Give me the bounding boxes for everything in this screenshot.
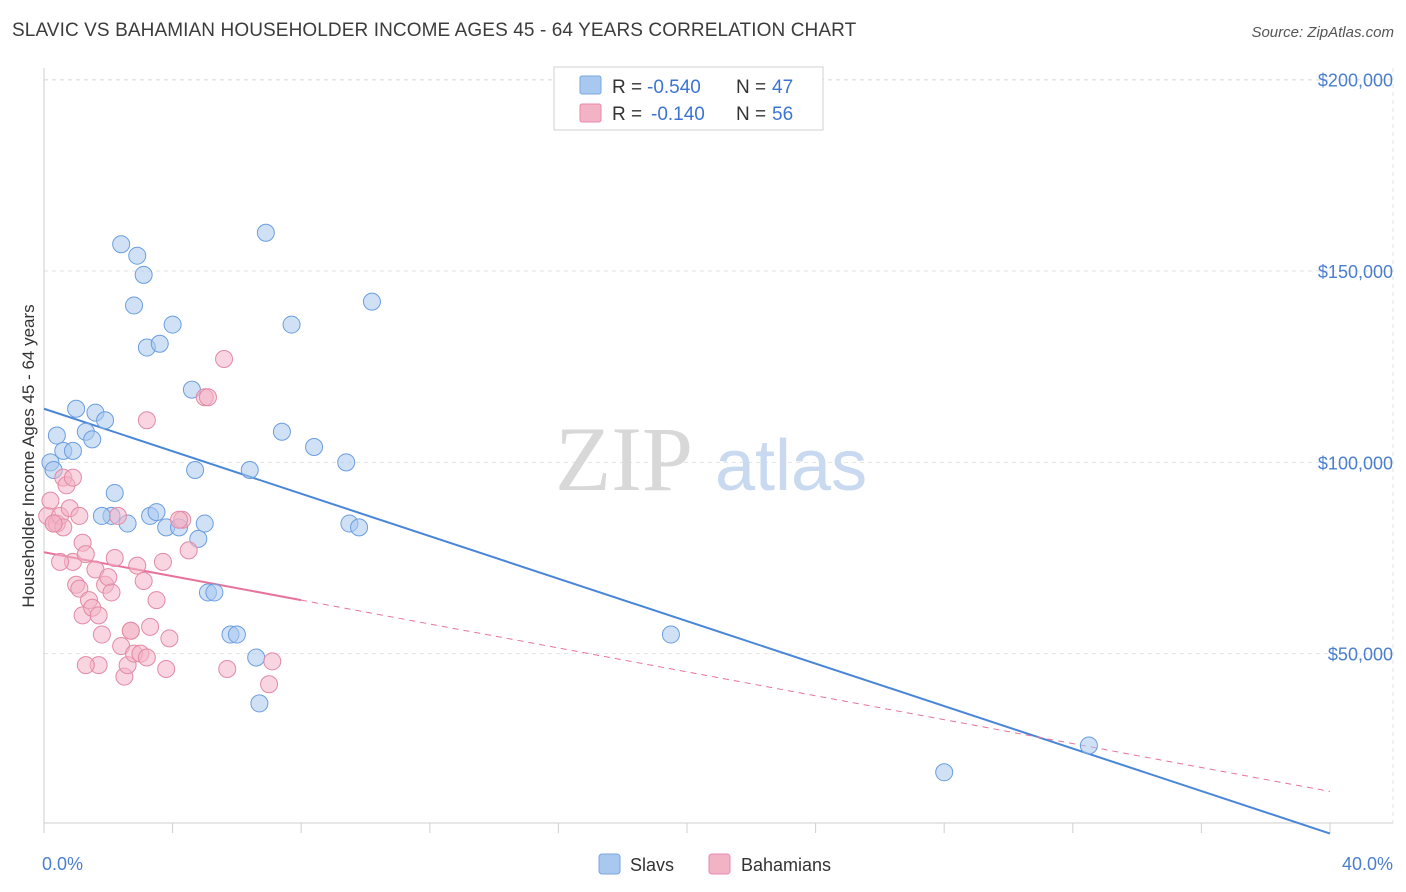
point-slavs [282, 315, 301, 334]
bottom-legend-swatch-bahamians [708, 853, 731, 875]
point-slavs [1079, 736, 1098, 755]
point-slavs [128, 246, 147, 265]
point-bahamians [99, 568, 118, 587]
legend-swatch-bahamians [579, 103, 602, 123]
point-bahamians [63, 468, 82, 487]
point-bahamians [51, 552, 70, 571]
y-axis-title: Householder Income Ages 45 - 64 years [19, 304, 38, 607]
point-slavs [63, 441, 82, 460]
point-slavs [163, 315, 182, 334]
bottom-legend-swatch-slavs [598, 853, 621, 875]
point-bahamians [105, 549, 124, 567]
point-bahamians [134, 571, 153, 590]
legend-r-value-2: -0.140 [651, 104, 705, 125]
legend-r-label-1: R = [612, 77, 642, 98]
point-bahamians [218, 659, 237, 678]
point-slavs [350, 518, 369, 537]
point-bahamians [102, 583, 121, 602]
legend-r-value-1: -0.540 [647, 77, 701, 98]
point-slavs [661, 625, 680, 644]
point-slavs [96, 411, 115, 430]
point-bahamians [153, 552, 172, 571]
point-bahamians [137, 648, 156, 667]
y-tick-label: $50,000 [1328, 645, 1393, 665]
legend-n-label-2: N = [736, 104, 766, 125]
point-slavs [147, 503, 166, 522]
y-tick-label: $100,000 [1318, 453, 1393, 473]
legend-r-label-2: R = [612, 104, 642, 125]
data-points [38, 223, 1098, 782]
point-slavs [362, 292, 381, 311]
point-slavs [240, 460, 259, 479]
point-slavs [305, 438, 324, 457]
legend-box: R = -0.540 N = 47 R = -0.140 N = 56 [553, 66, 824, 131]
legend-swatch-slavs [579, 75, 602, 95]
bottom-legend-label-bahamians: Bahamians [741, 855, 831, 875]
point-bahamians [41, 491, 60, 510]
point-bahamians [70, 579, 89, 598]
point-slavs [67, 399, 86, 418]
bottom-legend-label-slavs: Slavs [630, 855, 674, 875]
point-slavs [935, 763, 954, 782]
point-slavs [105, 483, 124, 502]
point-slavs [83, 430, 102, 449]
point-slavs [247, 648, 266, 667]
point-bahamians [215, 350, 234, 369]
y-tick-label: $150,000 [1318, 262, 1393, 282]
x-tick-max: 40.0% [1342, 854, 1393, 874]
point-bahamians [263, 652, 282, 671]
point-slavs [250, 694, 269, 713]
chart-title: SLAVIC VS BAHAMIAN HOUSEHOLDER INCOME AG… [12, 20, 857, 41]
point-bahamians [44, 514, 63, 533]
trendline-bahamians [301, 599, 1331, 792]
point-slavs [150, 334, 169, 353]
point-bahamians [89, 606, 108, 625]
point-bahamians [76, 656, 95, 675]
bottom-legend: Slavs Bahamians [598, 853, 831, 875]
legend-n-value-2: 56 [772, 104, 793, 125]
watermark-zip: ZIP [555, 408, 693, 510]
axes [43, 68, 1393, 833]
point-slavs [205, 583, 224, 602]
point-slavs [272, 422, 291, 441]
point-slavs [256, 223, 275, 242]
point-bahamians [147, 591, 166, 610]
point-bahamians [76, 545, 95, 564]
chart-source: Source: ZipAtlas.com [1251, 24, 1394, 41]
point-bahamians [137, 411, 156, 430]
point-slavs [112, 235, 131, 254]
point-bahamians [128, 556, 147, 575]
point-slavs [125, 296, 144, 315]
point-bahamians [141, 617, 160, 636]
point-slavs [186, 460, 205, 479]
point-slavs [189, 529, 208, 548]
point-bahamians [92, 625, 111, 644]
watermark-atlas: atlas [715, 426, 867, 506]
y-tick-labels: $50,000 $100,000 $150,000 $200,000 [1318, 71, 1393, 665]
point-bahamians [198, 388, 217, 407]
point-slavs [134, 265, 153, 284]
point-bahamians [121, 621, 140, 640]
point-bahamians [108, 506, 127, 525]
legend-n-value-1: 47 [772, 77, 793, 98]
point-bahamians [70, 506, 89, 525]
watermark: ZIP atlas [555, 408, 867, 510]
legend-n-label-1: N = [736, 77, 766, 98]
point-slavs [47, 426, 66, 445]
point-bahamians [160, 629, 179, 648]
point-slavs [337, 453, 356, 472]
trendline-slavs [43, 407, 1331, 835]
point-slavs [92, 506, 111, 525]
point-bahamians [170, 510, 189, 529]
point-bahamians [157, 659, 176, 678]
y-tick-label: $200,000 [1318, 71, 1393, 91]
x-tick-min: 0.0% [42, 854, 83, 874]
point-bahamians [260, 675, 279, 694]
point-bahamians [179, 541, 198, 560]
point-slavs [195, 514, 214, 533]
point-slavs [227, 625, 246, 644]
